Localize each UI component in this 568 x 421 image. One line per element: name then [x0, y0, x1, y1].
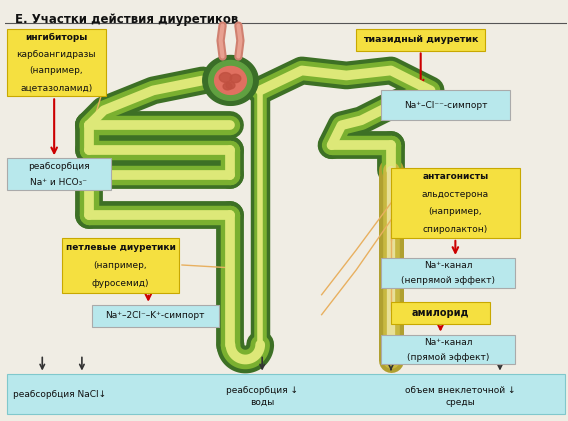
FancyBboxPatch shape: [7, 29, 106, 96]
FancyBboxPatch shape: [381, 335, 515, 365]
Text: Na⁺ и HCO₃⁻: Na⁺ и HCO₃⁻: [30, 178, 87, 187]
Polygon shape: [230, 74, 241, 83]
FancyBboxPatch shape: [356, 29, 485, 51]
Text: среды: среды: [445, 398, 475, 407]
Text: (прямой эффект): (прямой эффект): [407, 352, 489, 362]
Text: воды: воды: [250, 398, 274, 407]
Text: Na⁺-канал: Na⁺-канал: [424, 261, 472, 270]
Text: объем внеклеточной ↓: объем внеклеточной ↓: [405, 386, 516, 395]
Text: Na⁺–Cl⁻⁻-симпорт: Na⁺–Cl⁻⁻-симпорт: [404, 101, 487, 110]
Polygon shape: [215, 67, 247, 94]
Text: реабсорбция: реабсорбция: [28, 162, 89, 171]
FancyBboxPatch shape: [391, 302, 490, 324]
Text: (например,: (например,: [94, 261, 147, 270]
Text: Е. Участки действия диуретиков: Е. Участки действия диуретиков: [15, 13, 238, 26]
Polygon shape: [219, 72, 232, 83]
Text: (например,: (например,: [30, 67, 83, 75]
Polygon shape: [226, 82, 235, 89]
FancyBboxPatch shape: [381, 91, 510, 120]
Text: Na⁺–2Cl⁻–K⁺-симпорт: Na⁺–2Cl⁻–K⁺-симпорт: [106, 311, 205, 320]
Text: тиазидный диуретик: тиазидный диуретик: [363, 35, 478, 44]
Polygon shape: [208, 61, 252, 100]
FancyBboxPatch shape: [62, 238, 179, 293]
Text: карбоангидразы: карбоангидразы: [16, 50, 96, 59]
Text: ацетазоламид): ацетазоламид): [20, 83, 92, 92]
Text: антагонисты: антагонисты: [422, 172, 488, 181]
Text: (непрямой эффект): (непрямой эффект): [401, 276, 495, 285]
Text: реабсорбция ↓: реабсорбция ↓: [226, 386, 298, 395]
FancyBboxPatch shape: [92, 305, 219, 327]
Text: амилорид: амилорид: [412, 308, 469, 318]
Text: альдостерона: альдостерона: [422, 190, 489, 199]
FancyBboxPatch shape: [381, 258, 515, 288]
Text: петлевые диуретики: петлевые диуретики: [65, 242, 176, 251]
Text: фуросемид): фуросемид): [92, 279, 149, 288]
FancyBboxPatch shape: [7, 374, 565, 414]
Text: реабсорбция NaCl↓: реабсорбция NaCl↓: [12, 390, 106, 399]
Text: ингибиторы: ингибиторы: [25, 32, 87, 42]
FancyBboxPatch shape: [7, 158, 111, 190]
Text: (например,: (например,: [428, 207, 482, 216]
Text: спиролактон): спиролактон): [423, 225, 488, 234]
Polygon shape: [203, 56, 258, 105]
Polygon shape: [223, 83, 232, 90]
Text: Na⁺-канал: Na⁺-канал: [424, 338, 472, 346]
FancyBboxPatch shape: [391, 168, 520, 238]
